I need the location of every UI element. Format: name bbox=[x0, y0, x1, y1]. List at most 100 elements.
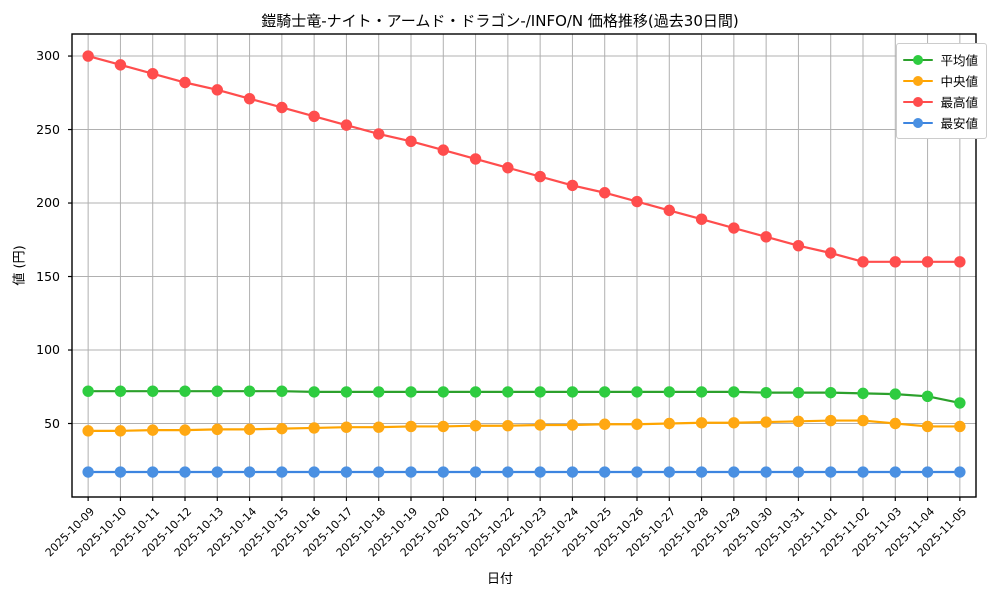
data-point bbox=[695, 466, 708, 478]
legend-swatch-average-icon bbox=[903, 54, 934, 66]
data-point bbox=[243, 466, 256, 478]
data-point bbox=[760, 466, 772, 478]
data-point bbox=[728, 417, 740, 429]
data-point bbox=[825, 247, 837, 259]
data-point bbox=[308, 386, 320, 398]
data-point bbox=[211, 423, 223, 436]
data-point bbox=[760, 416, 772, 428]
legend-item-highest: 最高値 bbox=[903, 91, 978, 112]
data-point bbox=[211, 84, 223, 96]
data-point bbox=[921, 256, 934, 268]
data-point bbox=[663, 466, 675, 478]
legend-swatch-median-icon bbox=[903, 75, 934, 87]
data-point bbox=[502, 466, 514, 478]
data-point bbox=[308, 422, 320, 434]
legend-label-lowest: 最安値 bbox=[940, 116, 978, 131]
data-point bbox=[728, 386, 740, 398]
data-point bbox=[147, 466, 159, 478]
data-point bbox=[825, 466, 837, 478]
data-point bbox=[792, 466, 805, 478]
data-point bbox=[954, 397, 966, 409]
data-point bbox=[276, 466, 288, 478]
data-point bbox=[534, 466, 546, 478]
data-point bbox=[147, 424, 159, 436]
chart-title: 鎧騎士竜-ナイト・アームド・ドラゴン-/INFO/N 価格推移(過去30日間) bbox=[261, 12, 739, 30]
data-point bbox=[114, 59, 127, 71]
data-point bbox=[534, 419, 546, 431]
data-point bbox=[695, 417, 708, 429]
data-point bbox=[437, 144, 449, 156]
data-point bbox=[921, 420, 934, 433]
data-point bbox=[469, 420, 482, 432]
data-point bbox=[599, 386, 611, 398]
data-point bbox=[566, 419, 579, 431]
data-point bbox=[340, 386, 353, 398]
data-point bbox=[695, 386, 708, 398]
data-point bbox=[82, 466, 94, 478]
data-point bbox=[760, 386, 772, 399]
data-point bbox=[728, 222, 740, 234]
data-point bbox=[792, 386, 805, 399]
data-point bbox=[599, 466, 611, 478]
data-point bbox=[276, 385, 288, 397]
legend-label-median: 中央値 bbox=[940, 74, 978, 89]
data-point bbox=[82, 425, 94, 437]
data-point bbox=[405, 386, 417, 398]
data-point bbox=[728, 466, 740, 478]
y-tick-label: 150 bbox=[36, 268, 60, 284]
data-point bbox=[437, 466, 449, 478]
data-point bbox=[340, 119, 353, 131]
data-point bbox=[147, 385, 159, 397]
data-point bbox=[340, 421, 353, 433]
legend-swatch-lowest-icon bbox=[903, 117, 934, 129]
legend-swatch-highest-icon bbox=[903, 96, 934, 108]
data-point bbox=[760, 231, 772, 243]
data-point bbox=[243, 92, 256, 105]
series-line-2 bbox=[87, 54, 961, 263]
y-tick-label: 200 bbox=[36, 195, 60, 211]
y-tick-label: 50 bbox=[44, 415, 60, 431]
data-point bbox=[276, 422, 288, 435]
data-point bbox=[469, 386, 482, 398]
plot-frame bbox=[71, 33, 977, 498]
data-point bbox=[82, 385, 94, 397]
data-point bbox=[599, 418, 611, 430]
series-line-0 bbox=[87, 390, 961, 405]
data-point bbox=[631, 386, 643, 398]
data-point bbox=[825, 386, 837, 399]
data-point bbox=[276, 101, 288, 114]
data-point bbox=[437, 420, 449, 433]
y-tick-label: 100 bbox=[36, 342, 60, 358]
data-point bbox=[340, 466, 353, 478]
data-point bbox=[889, 417, 901, 430]
data-point bbox=[405, 420, 417, 433]
data-point bbox=[114, 466, 127, 478]
y-tick-label: 250 bbox=[36, 121, 60, 137]
data-point bbox=[405, 135, 417, 147]
data-point bbox=[243, 423, 256, 436]
data-point bbox=[663, 386, 675, 398]
data-point bbox=[243, 385, 256, 397]
legend-item-lowest: 最安値 bbox=[903, 112, 978, 133]
data-point bbox=[114, 385, 127, 397]
data-point bbox=[147, 67, 159, 80]
data-point bbox=[695, 213, 708, 225]
data-point bbox=[889, 466, 901, 478]
chart-legend: 平均値 中央値 最高値 最安値 bbox=[896, 43, 987, 139]
legend-item-median: 中央値 bbox=[903, 70, 978, 91]
data-point bbox=[179, 466, 191, 478]
data-point bbox=[534, 170, 546, 183]
data-point bbox=[502, 420, 514, 432]
data-point bbox=[954, 420, 966, 433]
x-axis-label: 日付 bbox=[486, 572, 513, 587]
data-point bbox=[566, 466, 579, 478]
series-line-1 bbox=[87, 419, 961, 432]
data-point bbox=[179, 385, 191, 397]
data-point bbox=[373, 386, 385, 398]
data-point bbox=[921, 390, 934, 403]
data-point bbox=[82, 50, 94, 62]
data-point bbox=[857, 414, 869, 427]
data-point bbox=[792, 239, 805, 252]
legend-label-average: 平均値 bbox=[940, 53, 978, 68]
